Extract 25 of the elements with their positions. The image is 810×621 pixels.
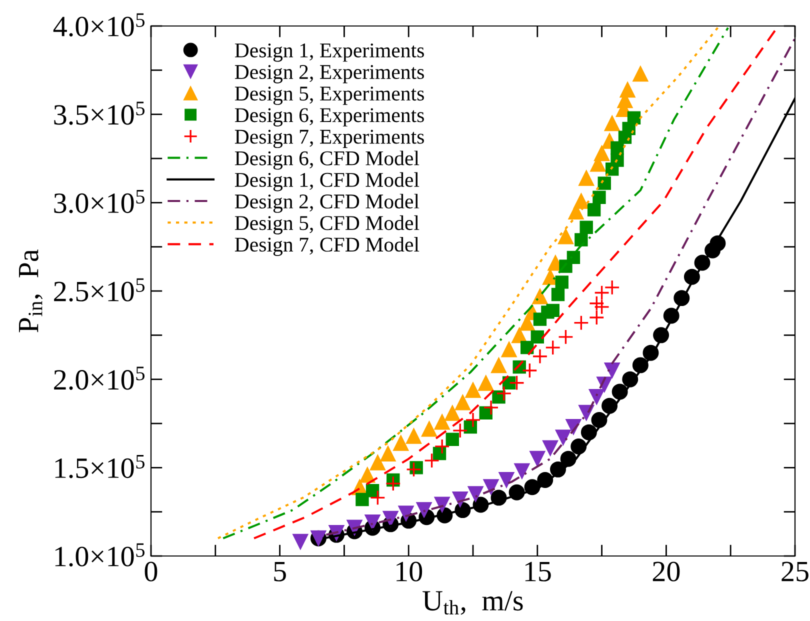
x-axis-title: U$_{th}$, m/s (422, 591, 523, 615)
legend-label: Design 5, CFD Model (234, 215, 420, 234)
y-tick-label: 3.0×10$^{5}$ (54, 190, 145, 214)
y-tick-label: 3.5×10$^{5}$ (54, 102, 145, 125)
y-tick-label: 1.0×10$^{5}$ (55, 543, 145, 567)
legend-label: Design 7, Experiments (234, 130, 424, 148)
legend-label: Design 2, Experiments (234, 65, 424, 84)
x-tick-label: 20 (652, 562, 680, 582)
x-tick-label: 25 (782, 562, 808, 582)
legend-label: Design 6, CFD Model (234, 150, 420, 170)
x-tick-label: 10 (396, 562, 422, 582)
x-tick-label: 0 (144, 562, 158, 582)
legend-label: Design 1, CFD Model (234, 172, 420, 192)
legend-label: Design 1, Experiments (234, 43, 424, 62)
y-tick-label: 4.0×10$^{5}$ (53, 13, 145, 37)
y-axis-title: P$_{in}$, Pa (19, 250, 43, 332)
legend-label: Design 6, Experiments (234, 108, 424, 126)
legend-label: Design 7, CFD Model (234, 237, 420, 256)
legend-label: Design 2, CFD Model (234, 194, 420, 213)
x-tick-label: 15 (525, 562, 551, 582)
legend-label: Design 5, Experiments (234, 86, 424, 105)
y-tick-label: 1.5×10$^{5}$ (55, 455, 145, 478)
x-tick-label: 5 (274, 562, 286, 582)
y-tick-label: 2.5×10$^{5}$ (54, 278, 145, 302)
y-tick-label: 2.0×10$^{5}$ (54, 366, 145, 390)
